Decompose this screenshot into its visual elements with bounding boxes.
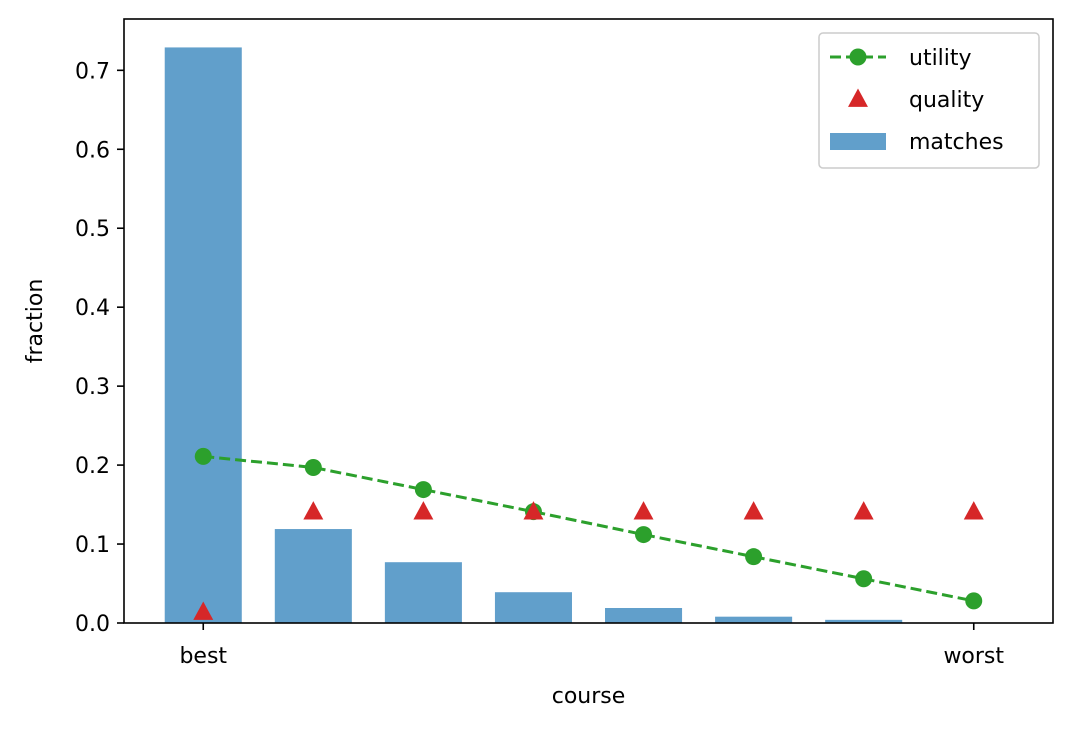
quality-point-3 — [523, 501, 544, 520]
quality-point-4 — [633, 501, 654, 520]
x-axis-label: course — [552, 684, 626, 709]
legend-label-utility: utility — [909, 46, 972, 71]
utility-line — [203, 454, 975, 603]
bars-layer — [164, 47, 903, 624]
y-axis-label: fraction — [23, 279, 48, 364]
y-tick-label-0: 0.0 — [75, 612, 110, 637]
utility-point-7 — [965, 592, 983, 610]
utility-point-4 — [635, 526, 653, 544]
legend-matches-swatch — [830, 133, 886, 150]
y-tick-label-7: 0.7 — [75, 59, 110, 84]
y-axis-ticks: 0.0 0.1 0.2 0.3 0.4 0.5 0.6 0.7 — [75, 59, 124, 637]
y-tick-label-3: 0.3 — [75, 375, 110, 400]
y-tick-label-1: 0.1 — [75, 533, 110, 558]
utility-point-2 — [414, 481, 432, 499]
y-tick-label-5: 0.5 — [75, 217, 110, 242]
legend: utility quality matches — [818, 32, 1040, 169]
x-axis-ticks: best worst — [179, 623, 1004, 669]
bar-matches-5 — [715, 616, 793, 623]
y-tick-label-6: 0.6 — [75, 138, 110, 163]
legend-label-quality: quality — [909, 88, 984, 113]
bar-matches-6 — [825, 619, 903, 623]
utility-point-6 — [855, 570, 873, 588]
utility-point-5 — [745, 548, 763, 566]
quality-point-0 — [193, 601, 214, 620]
legend-quality-marker — [848, 88, 868, 107]
quality-point-6 — [853, 501, 874, 520]
bar-matches-3 — [494, 592, 572, 623]
bar-matches-2 — [384, 562, 462, 623]
quality-point-1 — [303, 501, 324, 520]
utility-point-0 — [194, 447, 212, 465]
x-tick-label-1: worst — [943, 644, 1004, 669]
quality-point-2 — [413, 501, 434, 520]
x-tick-label-0: best — [179, 644, 227, 669]
bar-matches-4 — [605, 607, 683, 623]
bar-matches-1 — [274, 529, 352, 623]
bar-matches-0 — [164, 47, 242, 624]
utility-point-1 — [304, 458, 322, 476]
plot-frame — [123, 18, 1054, 624]
quality-point-5 — [743, 501, 764, 520]
quality-point-7 — [963, 501, 984, 520]
legend-utility-marker — [849, 48, 867, 66]
y-tick-label-2: 0.2 — [75, 454, 110, 479]
y-tick-label-4: 0.4 — [75, 296, 110, 321]
markers-layer — [193, 501, 984, 620]
legend-label-matches: matches — [909, 130, 1004, 155]
